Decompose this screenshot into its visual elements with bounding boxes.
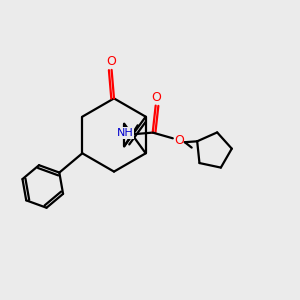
Text: NH: NH: [116, 128, 133, 138]
Text: O: O: [175, 134, 184, 147]
Text: O: O: [107, 55, 116, 68]
Text: O: O: [151, 91, 161, 104]
